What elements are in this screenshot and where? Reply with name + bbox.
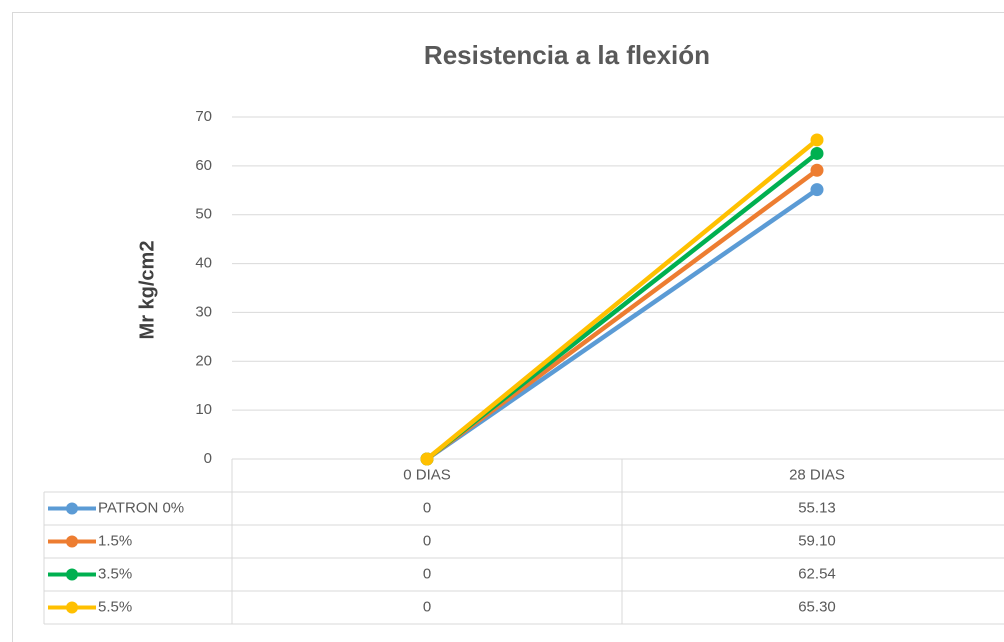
legend-label: 3.5% (98, 565, 132, 582)
y-tick-label: 10 (195, 401, 212, 418)
y-tick-label: 40 (195, 255, 212, 272)
table-value: 62.54 (798, 565, 836, 582)
series-line (425, 187, 819, 461)
data-point (810, 133, 824, 147)
table-value: 65.30 (798, 598, 836, 615)
data-point (810, 163, 824, 177)
table-value: 0 (423, 565, 431, 582)
y-tick-label: 70 (195, 108, 212, 125)
data-point (420, 452, 434, 466)
y-tick-label: 60 (195, 157, 212, 174)
x-tick-label: 0 DIAS (403, 466, 451, 483)
legend-label: 1.5% (98, 532, 132, 549)
series-line (425, 138, 819, 461)
y-tick-label: 0 (204, 450, 212, 467)
table-value: 55.13 (798, 499, 836, 516)
legend-label: PATRON 0% (98, 499, 184, 516)
chart-border (12, 12, 1004, 642)
table-value: 0 (423, 532, 431, 549)
x-tick-label: 28 DIAS (789, 466, 845, 483)
legend-key-marker (66, 601, 78, 614)
table-value: 0 (423, 499, 431, 516)
legend-key-marker (66, 568, 78, 581)
y-tick-label: 20 (195, 352, 212, 369)
legend-key-marker (66, 535, 78, 548)
y-tick-label: 50 (195, 206, 212, 223)
y-axis-label: Mr kg/cm2 (136, 241, 158, 340)
chart-title: Resistencia a la flexión (424, 40, 710, 70)
data-point (810, 183, 824, 197)
table-value: 59.10 (798, 532, 836, 549)
legend-key-marker (66, 502, 78, 515)
table-value: 0 (423, 598, 431, 615)
data-point (810, 146, 824, 160)
legend-label: 5.5% (98, 598, 132, 615)
y-tick-label: 30 (195, 303, 212, 320)
